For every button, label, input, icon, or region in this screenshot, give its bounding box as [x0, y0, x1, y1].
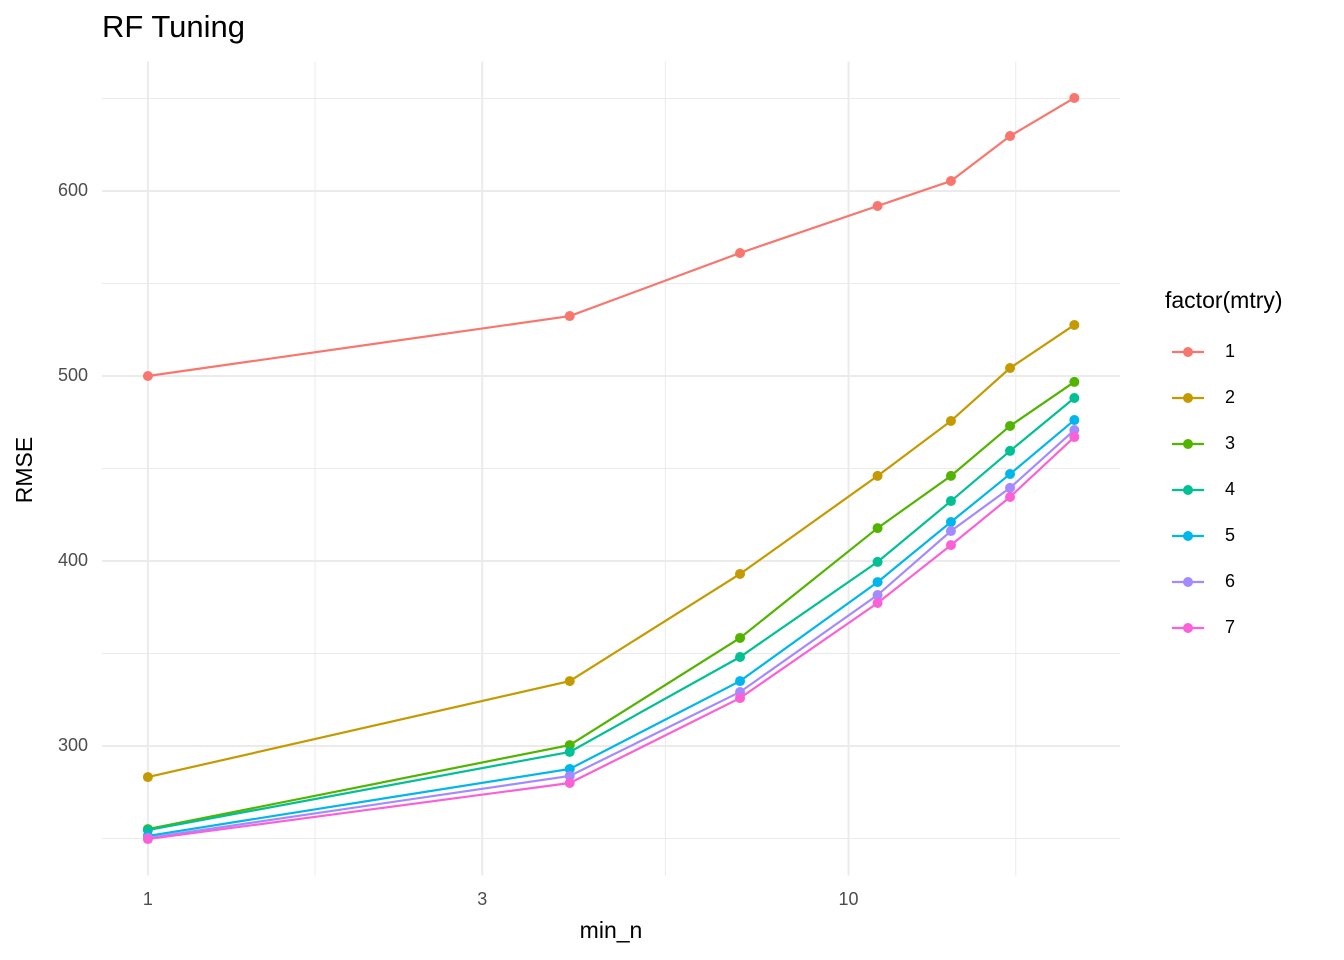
x-tick-label: 1 — [143, 889, 153, 909]
data-point — [872, 577, 883, 588]
x-tick-label: 10 — [839, 889, 859, 909]
series-line — [147, 324, 1075, 779]
legend-swatch-point — [1183, 577, 1193, 587]
data-point — [945, 496, 956, 507]
data-point — [872, 470, 883, 481]
data-point — [735, 676, 746, 687]
legend-swatch-point — [1183, 347, 1193, 357]
data-point — [735, 632, 746, 643]
y-axis-title: RMSE — [11, 437, 37, 503]
series-line — [147, 96, 1075, 378]
data-point — [735, 652, 746, 663]
data-point — [1005, 131, 1016, 142]
legend-label: 2 — [1225, 387, 1235, 407]
data-point — [945, 415, 956, 426]
data-point — [564, 763, 575, 774]
data-point — [945, 470, 956, 481]
data-point — [1005, 469, 1016, 480]
legend-swatch-point — [1183, 393, 1193, 403]
data-point — [142, 772, 153, 783]
y-tick-label: 500 — [58, 365, 88, 385]
data-point — [872, 556, 883, 567]
y-tick-label: 600 — [58, 180, 88, 200]
series-line — [147, 429, 1076, 840]
data-point — [1005, 420, 1016, 431]
y-tick-label: 400 — [58, 550, 88, 570]
legend-label: 6 — [1225, 571, 1235, 591]
data-point — [872, 523, 883, 534]
data-point — [142, 834, 153, 845]
legend-title: factor(mtry) — [1165, 287, 1283, 313]
data-point — [1069, 319, 1080, 330]
x-tick-label: 3 — [477, 889, 487, 909]
series-line — [147, 397, 1076, 832]
legend-label: 7 — [1225, 617, 1235, 637]
data-point — [564, 778, 575, 788]
chart-title: RF Tuning — [102, 9, 245, 44]
y-tick-label: 300 — [58, 735, 88, 755]
data-point — [945, 176, 956, 187]
data-point — [872, 597, 883, 608]
legend-swatch-point — [1183, 623, 1193, 633]
data-point — [735, 568, 746, 579]
x-axis-title: min_n — [580, 917, 643, 943]
data-point — [945, 540, 956, 551]
legend-label: 1 — [1225, 341, 1235, 361]
data-point — [735, 693, 746, 704]
data-point — [1005, 445, 1016, 456]
data-point — [1005, 363, 1016, 374]
data-point — [564, 746, 575, 757]
legend-label: 5 — [1225, 525, 1235, 545]
legend-label: 4 — [1225, 479, 1235, 499]
series-line — [147, 436, 1076, 841]
data-point — [872, 200, 883, 211]
data-point — [945, 516, 956, 527]
data-point — [564, 770, 575, 781]
data-point — [564, 740, 575, 751]
data-point — [1069, 432, 1080, 443]
data-point — [1069, 415, 1080, 426]
data-point — [1069, 393, 1080, 404]
data-point — [872, 590, 883, 601]
series-line — [147, 419, 1076, 837]
data-point — [1069, 376, 1080, 387]
data-point — [564, 676, 575, 687]
data-point — [1005, 482, 1016, 493]
legend-label: 3 — [1225, 433, 1235, 453]
data-point — [1069, 425, 1080, 436]
data-point — [1069, 92, 1080, 103]
data-point — [945, 526, 956, 537]
data-point — [1005, 491, 1016, 502]
legend-swatch-point — [1183, 531, 1193, 541]
data-point — [142, 371, 153, 381]
legend-swatch-point — [1183, 439, 1193, 449]
legend-swatch-point — [1183, 485, 1193, 495]
data-point — [735, 247, 746, 258]
data-point — [564, 311, 575, 322]
